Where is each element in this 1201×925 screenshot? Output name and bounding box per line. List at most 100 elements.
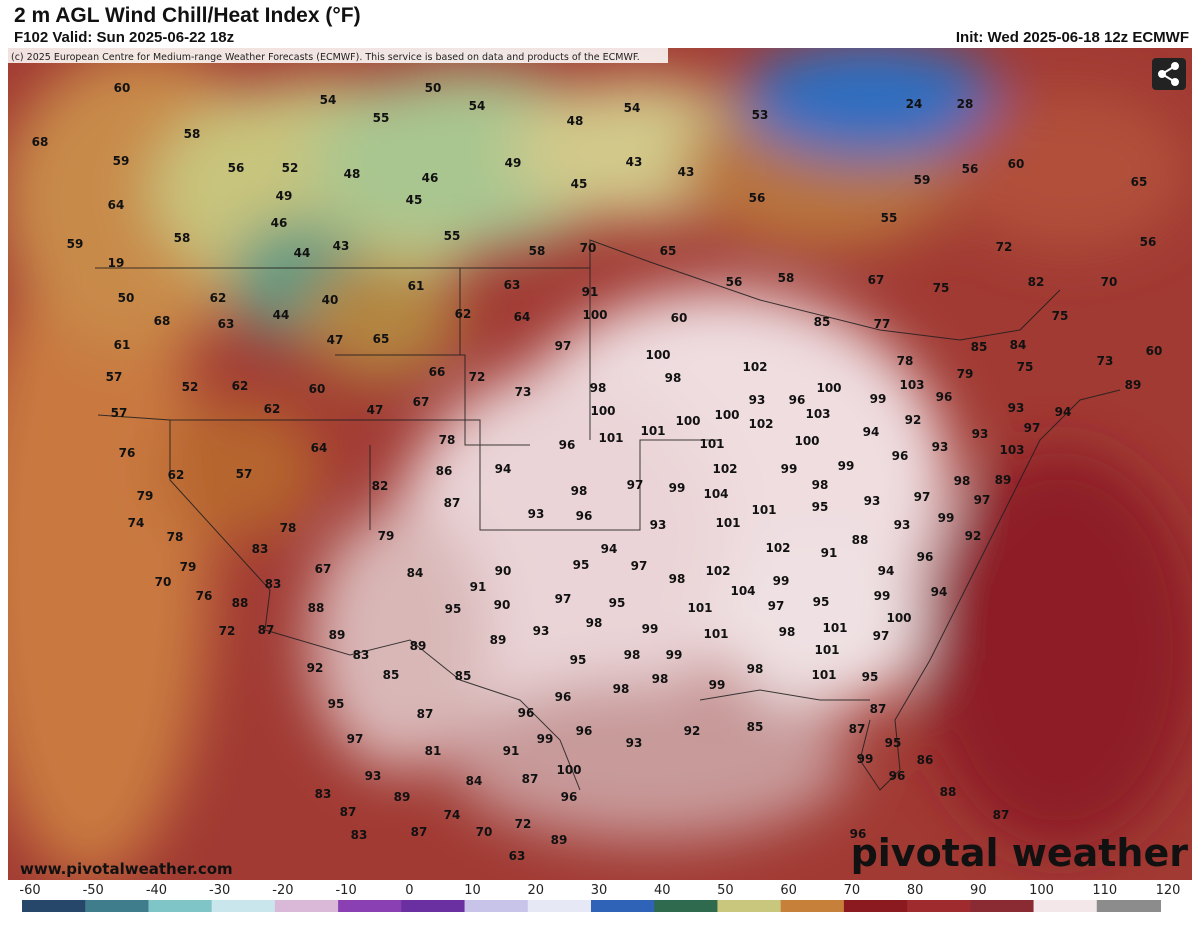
map-value-label: 102 [705,564,730,578]
colorbar-tick-label: 0 [405,883,413,898]
colorbar-tick-label: 50 [717,883,734,898]
title: 2 m AGL Wind Chill/Heat Index (°F) [14,4,361,27]
colorbar-segment [527,900,592,912]
map-value-label: 94 [1055,405,1072,419]
map-value-label: 102 [748,417,773,431]
map-value-label: 78 [439,433,456,447]
map-value-label: 99 [709,678,726,692]
map-value-label: 46 [422,171,439,185]
map-value-label: 95 [328,697,345,711]
map-value-label: 56 [228,161,245,175]
map-value-label: 99 [669,481,686,495]
map-value-label: 89 [995,473,1012,487]
map-value-label: 94 [931,585,948,599]
map-value-label: 98 [586,616,603,630]
colorbar-segment [464,900,529,912]
map-value-label: 91 [582,285,599,299]
map-value-label: 62 [168,468,185,482]
map-value-label: 98 [954,474,971,488]
map-value-label: 62 [264,402,281,416]
map-value-label: 101 [687,601,712,615]
map-value-label: 79 [957,367,974,381]
map-value-label: 49 [505,156,522,170]
map-value-label: 62 [232,379,249,393]
map-value-label: 75 [1017,360,1034,374]
map-value-label: 93 [650,518,667,532]
map-value-label: 93 [365,769,382,783]
map-value-label: 63 [509,849,526,863]
map-value-label: 95 [812,500,829,514]
map-value-label: 82 [1028,275,1045,289]
map-value-label: 97 [1024,421,1041,435]
map-value-label: 54 [469,99,486,113]
map-value-label: 101 [811,668,836,682]
colorbar-segment [274,900,340,912]
map-value-label: 52 [282,161,299,175]
map-value-label: 77 [874,317,891,331]
map-value-label: 96 [576,724,593,738]
map-value-label: 48 [567,114,584,128]
map-value-label: 97 [631,559,648,573]
share-button[interactable] [1152,58,1186,90]
map-value-label: 76 [119,446,136,460]
map-value-label: 101 [715,516,740,530]
map-value-label: 60 [1146,344,1163,358]
map-value-label: 43 [626,155,643,169]
colorbar-tick-label: 60 [780,883,797,898]
map-value-label: 100 [675,414,700,428]
colorbar-segment [148,900,213,912]
map-value-label: 96 [559,438,576,452]
map-value-label: 103 [999,443,1024,457]
map-value-label: 63 [218,317,235,331]
map-value-label: 70 [580,241,597,255]
map-value-label: 65 [1131,175,1148,189]
colorbar-segment [717,900,782,912]
map-value-label: 99 [537,732,554,746]
map-value-label: 59 [67,237,84,251]
map-value-label: 81 [425,744,442,758]
colorbar-tick-label: 20 [528,883,545,898]
colorbar-tick-label: 80 [907,883,924,898]
map-value-label: 46 [271,216,288,230]
map-value-label: 93 [894,518,911,532]
map-value-label: 89 [490,633,507,647]
map-value-label: 60 [1008,157,1025,171]
map-value-label: 89 [410,639,427,653]
map-value-label: 98 [669,572,686,586]
map-value-label: 101 [703,627,728,641]
map-value-label: 63 [504,278,521,292]
colorbar-tick-label: -50 [83,883,104,898]
map-value-label: 100 [714,408,739,422]
map-value-label: 101 [699,437,724,451]
map-value-label: 54 [320,93,337,107]
colorbar-tick-label: 70 [844,883,861,898]
map-value-label: 98 [613,682,630,696]
map-value-label: 56 [1140,235,1157,249]
colorbar-segment [211,900,276,912]
map-value-label: 84 [407,566,424,580]
map-value-label: 28 [957,97,974,111]
map-value-label: 94 [601,542,618,556]
map-value-label: 98 [590,381,607,395]
map-value-label: 86 [436,464,453,478]
map-value-label: 95 [445,602,462,616]
map-value-label: 52 [182,380,199,394]
map-value-label: 56 [726,275,743,289]
map-value-label: 97 [873,629,890,643]
map-value-label: 68 [32,135,49,149]
map-value-label: 48 [344,167,361,181]
map-value-label: 101 [598,431,623,445]
map-value-label: 96 [576,509,593,523]
map-value-label: 64 [108,198,125,212]
map-value-label: 87 [411,825,428,839]
map-value-label: 72 [469,370,486,384]
share-icon[interactable] [1158,62,1179,86]
colorbar-tick-label: -10 [335,883,356,898]
colorbar-tick-label: 110 [1092,883,1117,898]
map-value-label: 78 [897,354,914,368]
map-value-label: 82 [372,479,389,493]
map-value-label: 44 [294,246,311,260]
map-value-label: 55 [881,211,898,225]
map-value-label: 96 [561,790,578,804]
